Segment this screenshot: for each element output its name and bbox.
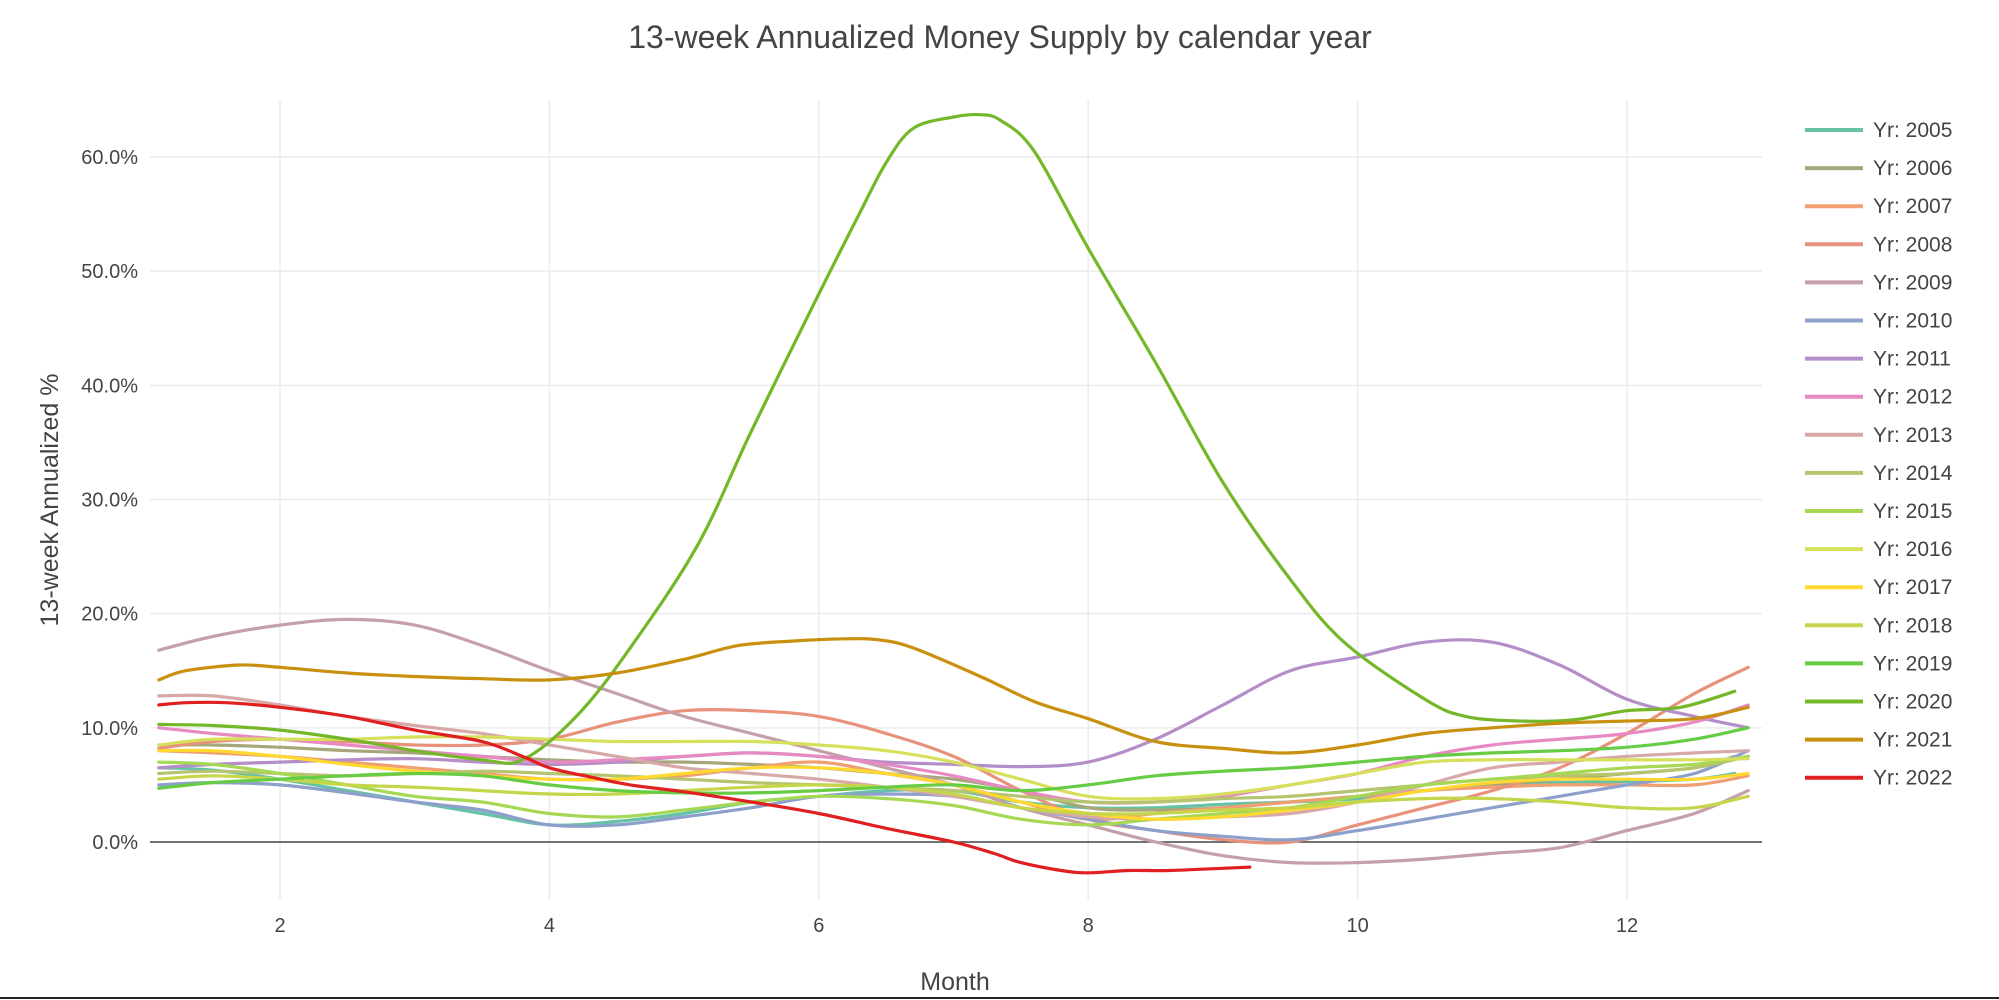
legend-label: Yr: 2014 [1873, 462, 1953, 485]
x-axis-title: Month [920, 968, 989, 996]
legend-item-2009[interactable]: Yr: 2009 [1805, 271, 1952, 294]
legend-item-2006[interactable]: Yr: 2006 [1805, 157, 1952, 180]
legend-label: Yr: 2018 [1873, 614, 1952, 637]
series-line-2018 [157, 774, 1750, 816]
y-tick-label: 40.0% [81, 375, 138, 397]
legend-item-2017[interactable]: Yr: 2017 [1805, 576, 1952, 599]
series-layer [157, 112, 1750, 875]
y-tick-label: 30.0% [81, 489, 138, 511]
legend-item-2016[interactable]: Yr: 2016 [1805, 538, 1952, 561]
legend-item-2011[interactable]: Yr: 2011 [1805, 348, 1951, 371]
legend-item-2014[interactable]: Yr: 2014 [1805, 462, 1953, 485]
legend-item-2018[interactable]: Yr: 2018 [1805, 614, 1952, 637]
legend-item-2005[interactable]: Yr: 2005 [1805, 119, 1952, 142]
x-tick-label: 10 [1346, 915, 1368, 937]
legend-label: Yr: 2022 [1873, 767, 1952, 790]
legend-item-2010[interactable]: Yr: 2010 [1805, 310, 1952, 333]
legend-label: Yr: 2009 [1873, 271, 1952, 294]
chart-title: 13-week Annualized Money Supply by calen… [628, 19, 1372, 55]
legend-label: Yr: 2019 [1873, 652, 1952, 675]
legend-item-2022[interactable]: Yr: 2022 [1805, 767, 1952, 790]
x-tick-label: 6 [813, 915, 824, 937]
legend-label: Yr: 2013 [1873, 424, 1952, 447]
series-line-2015 [157, 754, 1750, 827]
legend-item-2021[interactable]: Yr: 2021 [1805, 729, 1952, 752]
legend-label: Yr: 2011 [1873, 348, 1951, 371]
series-line-2013 [157, 693, 1750, 821]
legend-label: Yr: 2015 [1873, 500, 1952, 523]
legend-label: Yr: 2021 [1873, 729, 1952, 752]
series-line-2020 [157, 112, 1737, 765]
legend-label: Yr: 2005 [1873, 119, 1952, 142]
y-tick-label: 50.0% [81, 261, 138, 283]
legend-item-2007[interactable]: Yr: 2007 [1805, 195, 1952, 218]
x-tick-label: 2 [274, 915, 285, 937]
series-line-2016 [157, 735, 1750, 801]
legend-label: Yr: 2012 [1873, 386, 1952, 409]
legend-label: Yr: 2008 [1873, 233, 1952, 256]
legend-label: Yr: 2010 [1873, 310, 1952, 333]
series-line-2022 [157, 700, 1252, 875]
series-line-2011 [157, 638, 1750, 770]
series-line-2021 [157, 637, 1750, 755]
series-line-2008 [157, 665, 1750, 845]
legend-label: Yr: 2020 [1873, 691, 1952, 714]
legend-label: Yr: 2016 [1873, 538, 1952, 561]
x-tick-label: 12 [1616, 915, 1638, 937]
legend-label: Yr: 2007 [1873, 195, 1952, 218]
legend-label: Yr: 2006 [1873, 157, 1952, 180]
legend-item-2020[interactable]: Yr: 2020 [1805, 691, 1952, 714]
series-line-2019 [157, 726, 1750, 795]
x-tick-label: 4 [544, 915, 555, 937]
y-tick-label: 0.0% [92, 832, 138, 854]
legend-item-2008[interactable]: Yr: 2008 [1805, 233, 1952, 256]
series-line-2006 [157, 743, 1737, 812]
x-tick-labels: 2 4 6 8 10 12 [274, 915, 1638, 937]
y-tick-label: 60.0% [81, 147, 138, 169]
legend-item-2013[interactable]: Yr: 2013 [1805, 424, 1952, 447]
legend-label: Yr: 2017 [1873, 576, 1952, 599]
legend-item-2019[interactable]: Yr: 2019 [1805, 652, 1952, 675]
y-tick-labels: 0.0% 10.0% 20.0% 30.0% 40.0% 50.0% 60.0% [81, 147, 138, 854]
legend[interactable]: Yr: 2005 Yr: 2006 Yr: 2007 Yr: 2008 Yr: 2009… [1805, 119, 1953, 790]
legend-item-2015[interactable]: Yr: 2015 [1805, 500, 1952, 523]
y-axis-title: 13-week Annualized % [36, 374, 64, 627]
y-tick-label: 20.0% [81, 604, 138, 626]
y-tick-label: 10.0% [81, 718, 138, 740]
legend-item-2012[interactable]: Yr: 2012 [1805, 386, 1952, 409]
x-tick-label: 8 [1083, 915, 1094, 937]
